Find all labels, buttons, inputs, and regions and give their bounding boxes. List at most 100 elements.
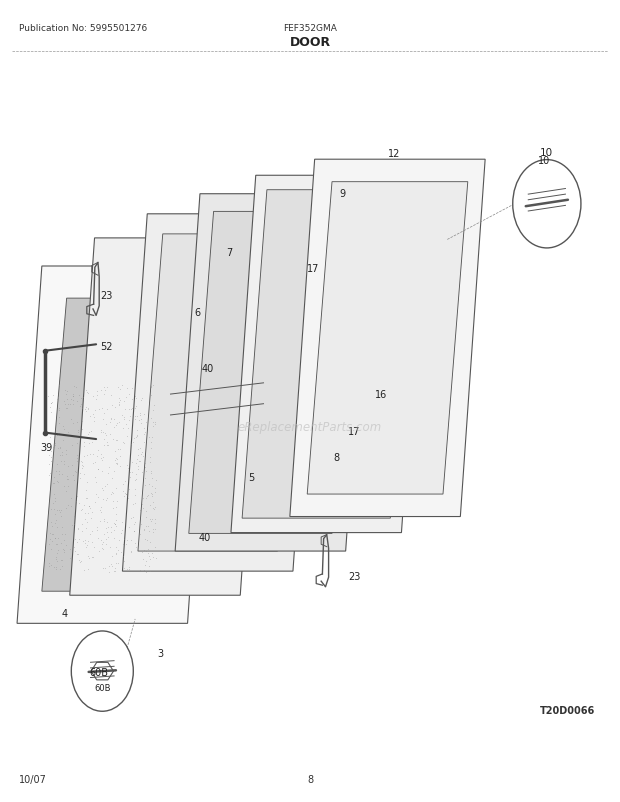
Point xyxy=(108,432,118,445)
Point xyxy=(50,492,60,505)
Point xyxy=(136,448,146,460)
Point xyxy=(130,489,140,502)
Point xyxy=(97,464,107,477)
Point xyxy=(99,407,108,419)
Point xyxy=(49,477,59,490)
Point xyxy=(111,541,121,554)
Point xyxy=(71,381,81,394)
Point xyxy=(110,547,120,560)
Point xyxy=(97,541,107,554)
Point xyxy=(105,488,115,501)
Text: 12: 12 xyxy=(388,149,401,159)
Point xyxy=(130,537,140,549)
Point xyxy=(133,444,143,456)
Point xyxy=(140,427,149,439)
Point xyxy=(110,419,120,431)
Point xyxy=(79,499,89,512)
Point xyxy=(80,513,90,526)
Point xyxy=(53,427,63,440)
Point xyxy=(81,492,91,505)
Point xyxy=(140,428,149,441)
Point xyxy=(146,487,156,500)
Point xyxy=(95,423,105,436)
Point xyxy=(46,542,56,555)
Point xyxy=(130,474,140,487)
Point xyxy=(111,434,121,447)
Point xyxy=(114,534,124,547)
Point xyxy=(122,488,131,500)
Point xyxy=(46,559,56,572)
Point xyxy=(110,518,120,531)
Point xyxy=(112,495,122,508)
Point xyxy=(68,469,78,482)
Point xyxy=(103,521,113,534)
Point xyxy=(107,472,117,485)
Point xyxy=(75,556,85,569)
Point xyxy=(47,528,57,541)
Point xyxy=(144,525,154,537)
Point xyxy=(74,472,84,485)
Point xyxy=(109,516,119,529)
Point xyxy=(57,528,67,541)
Point xyxy=(83,387,93,399)
Point xyxy=(46,406,56,419)
Point xyxy=(82,428,92,441)
Point xyxy=(104,460,114,473)
Point xyxy=(126,403,136,416)
Point xyxy=(50,495,60,508)
Point xyxy=(93,492,103,504)
Point xyxy=(66,500,76,513)
Point xyxy=(95,452,105,465)
Point xyxy=(56,537,66,550)
Point xyxy=(136,466,146,479)
Point xyxy=(68,390,78,403)
Point xyxy=(148,523,158,536)
Point xyxy=(130,496,140,509)
Point xyxy=(79,564,89,577)
Point xyxy=(147,431,157,444)
Point xyxy=(144,431,154,444)
Point xyxy=(139,435,149,448)
Point xyxy=(126,438,136,451)
Text: 52: 52 xyxy=(100,342,113,351)
Point xyxy=(124,562,134,575)
Point xyxy=(102,525,112,538)
Point xyxy=(98,413,108,426)
Point xyxy=(53,391,63,403)
Point xyxy=(45,401,55,414)
Polygon shape xyxy=(138,234,303,552)
Point xyxy=(125,455,135,468)
Point xyxy=(80,507,90,520)
Point xyxy=(102,382,112,395)
Point xyxy=(73,416,82,429)
Text: Publication No: 5995501276: Publication No: 5995501276 xyxy=(19,24,147,33)
Point xyxy=(144,560,154,573)
Point xyxy=(150,481,160,494)
Point xyxy=(107,399,117,412)
Point xyxy=(123,492,133,504)
Point xyxy=(49,488,59,501)
Point xyxy=(89,408,99,421)
Point xyxy=(130,411,140,423)
Point xyxy=(131,473,141,486)
Point xyxy=(135,409,145,422)
Point xyxy=(90,496,100,508)
Point xyxy=(100,427,110,439)
Point xyxy=(114,399,124,412)
Point xyxy=(104,566,114,579)
Point xyxy=(120,403,130,416)
Point xyxy=(92,444,102,457)
Point xyxy=(65,543,75,556)
Point xyxy=(146,381,156,394)
Point xyxy=(124,520,134,533)
Point xyxy=(81,522,91,535)
Point xyxy=(65,552,75,565)
Point xyxy=(120,475,130,488)
Point xyxy=(135,504,144,516)
Point xyxy=(63,460,73,473)
Point xyxy=(66,439,76,452)
Point xyxy=(46,398,56,411)
Point xyxy=(63,473,73,486)
Point xyxy=(101,538,111,551)
Point xyxy=(96,426,106,439)
